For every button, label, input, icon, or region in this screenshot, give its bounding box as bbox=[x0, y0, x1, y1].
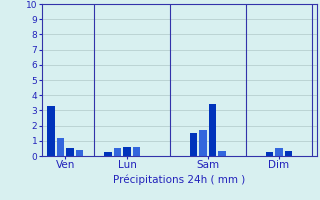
Bar bbox=[266, 152, 273, 156]
Bar bbox=[76, 150, 83, 156]
Bar bbox=[47, 106, 55, 156]
Bar bbox=[133, 147, 140, 156]
Bar bbox=[104, 152, 112, 156]
Bar bbox=[284, 151, 292, 156]
Bar bbox=[190, 133, 197, 156]
Bar bbox=[218, 151, 226, 156]
Bar bbox=[123, 147, 131, 156]
Bar bbox=[114, 148, 121, 156]
Bar bbox=[275, 148, 283, 156]
Bar bbox=[57, 138, 64, 156]
X-axis label: Précipitations 24h ( mm ): Précipitations 24h ( mm ) bbox=[113, 174, 245, 185]
Bar bbox=[66, 148, 74, 156]
Bar bbox=[199, 130, 207, 156]
Bar bbox=[209, 104, 216, 156]
